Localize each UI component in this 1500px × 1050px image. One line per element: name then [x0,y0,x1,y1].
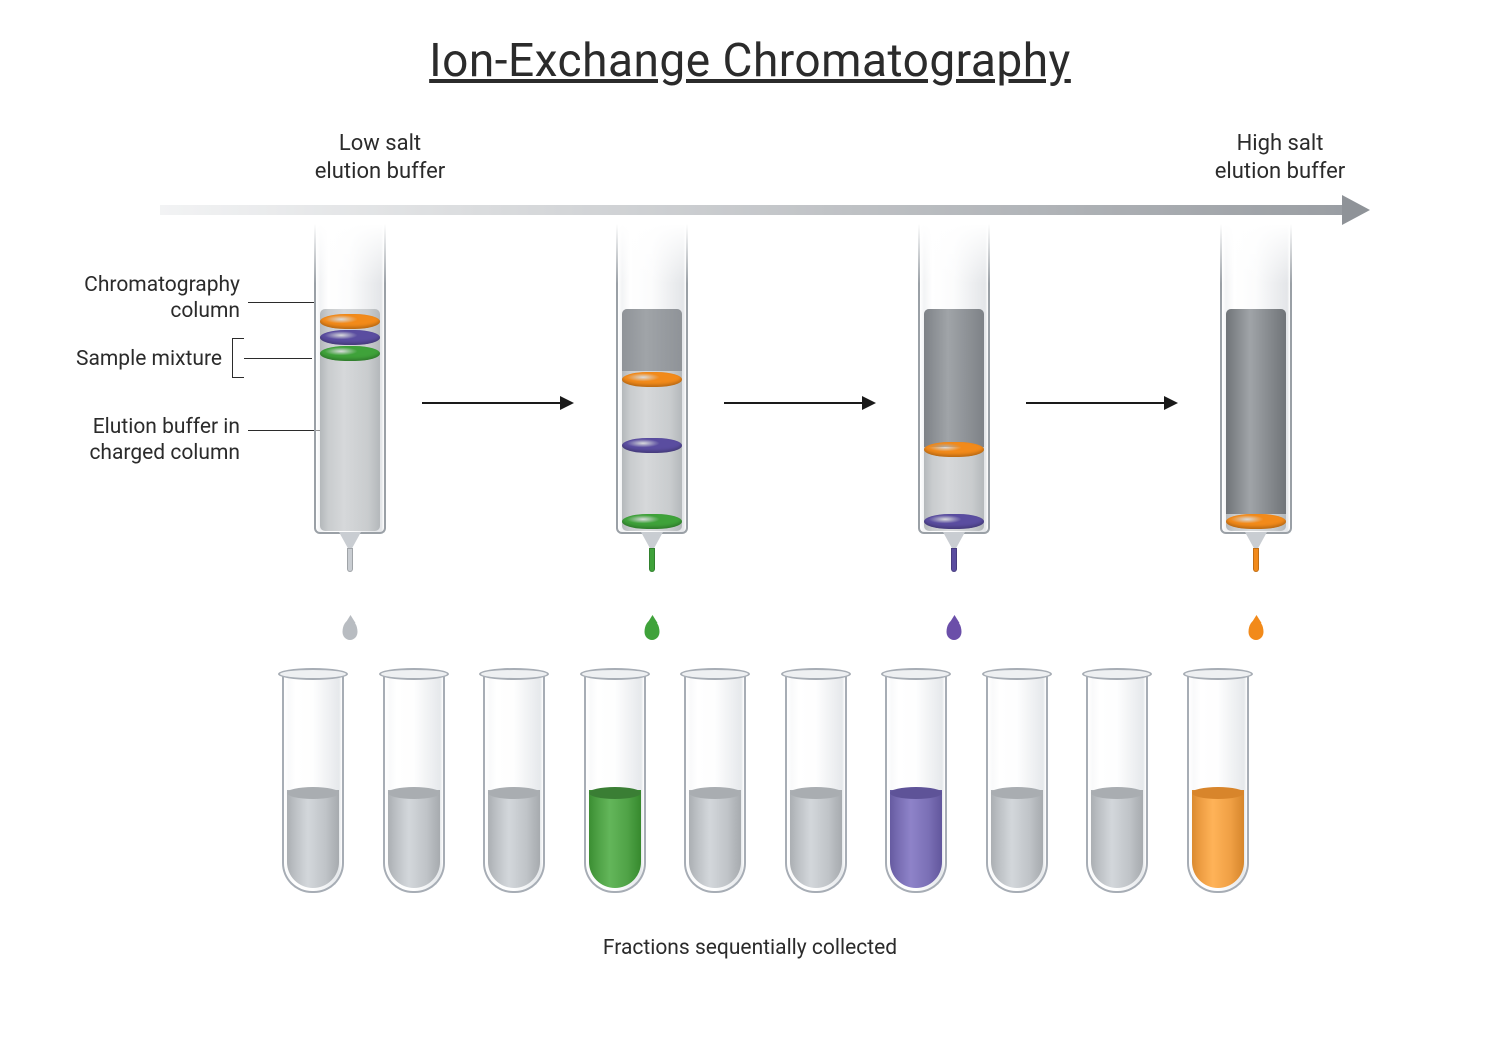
column-top-fade [616,224,688,284]
column-tip-stem [649,548,655,572]
process-arrow-2 [724,402,874,404]
chromatography-column-3 [918,224,990,534]
tube-glass [483,674,545,893]
eluate-drop-2 [645,620,660,640]
eluate-drop-3 [947,620,962,640]
salt-gradient-arrow [160,201,1370,219]
tube-rim [1082,668,1152,680]
chromatography-column-1 [314,224,386,534]
tube-fill [287,790,339,888]
tube-rim [1183,668,1253,680]
tube-rim [881,668,951,680]
tube-glass [785,674,847,893]
tube-meniscus [890,787,942,799]
sample-band-orange [622,372,682,387]
sample-band-purple [924,514,984,529]
tube-rim [479,668,549,680]
tube-meniscus [287,787,339,799]
diagram-title: Ion-Exchange Chromatography [0,34,1500,88]
column-dark-buffer [924,309,984,447]
tube-glass [383,674,445,893]
tube-glass [282,674,344,893]
tube-glass [584,674,646,893]
sample-band-purple [320,330,380,345]
fraction-tube-2 [383,668,445,893]
sample-band-orange [924,442,984,457]
annotation-column-line [248,302,316,303]
fraction-tube-5 [684,668,746,893]
sample-band-orange [320,314,380,329]
tube-glass [986,674,1048,893]
fractions-label: Fractions sequentially collected [0,936,1500,960]
gradient-arrow-bar [160,205,1344,215]
tube-meniscus [388,787,440,799]
fraction-tube-10 [1187,668,1249,893]
tube-meniscus [589,787,641,799]
column-top-fade [1220,224,1292,284]
fraction-tube-7 [885,668,947,893]
tube-glass [684,674,746,893]
tube-glass [885,674,947,893]
tube-fill [991,790,1043,888]
tube-fill [890,790,942,888]
tube-meniscus [1192,787,1244,799]
gradient-arrow-head [1342,195,1370,225]
tube-fill [689,790,741,888]
column-dark-buffer [1226,309,1286,514]
annotation-sample-line [244,358,312,359]
process-arrow-1 [422,402,572,404]
tube-fill [1192,790,1244,888]
chromatography-column-2 [616,224,688,534]
gradient-left-label: Low saltelution buffer [270,130,490,185]
annotation-buffer-label: Elution buffer incharged column [89,414,240,467]
annotation-sample-label: Sample mixture [76,346,222,372]
tube-fill [488,790,540,888]
sample-band-purple [622,438,682,453]
tube-meniscus [689,787,741,799]
tube-rim [781,668,851,680]
tube-fill [790,790,842,888]
tube-rim [580,668,650,680]
tube-rim [278,668,348,680]
gradient-right-label: High saltelution buffer [1170,130,1390,185]
eluate-drop-1 [343,620,358,640]
fraction-tube-9 [1086,668,1148,893]
process-arrow-3 [1026,402,1176,404]
tube-meniscus [488,787,540,799]
column-bed [1226,309,1286,531]
column-tip-stem [347,548,353,572]
fraction-tube-6 [785,668,847,893]
tube-glass [1187,674,1249,893]
tube-fill [388,790,440,888]
tube-fill [589,790,641,888]
tube-meniscus [1091,787,1143,799]
tube-glass [1086,674,1148,893]
eluate-drop-4 [1249,620,1264,640]
column-top-fade [918,224,990,284]
tube-meniscus [790,787,842,799]
column-top-fade [314,224,386,284]
fraction-tube-3 [483,668,545,893]
fraction-tube-8 [986,668,1048,893]
tube-meniscus [991,787,1043,799]
tube-rim [982,668,1052,680]
column-dark-buffer [622,309,682,371]
tube-rim [680,668,750,680]
column-tip-stem [951,548,957,572]
sample-band-green [622,514,682,529]
tube-fill [1091,790,1143,888]
fraction-tube-1 [282,668,344,893]
column-bed [924,309,984,531]
column-bed [622,309,682,531]
sample-band-orange [1226,514,1286,529]
fraction-tube-4 [584,668,646,893]
column-tip-stem [1253,548,1259,572]
annotation-sample-bracket [232,338,244,378]
sample-band-green [320,346,380,361]
tube-rim [379,668,449,680]
chromatography-column-4 [1220,224,1292,534]
annotation-column-label: Chromatographycolumn [84,272,240,325]
